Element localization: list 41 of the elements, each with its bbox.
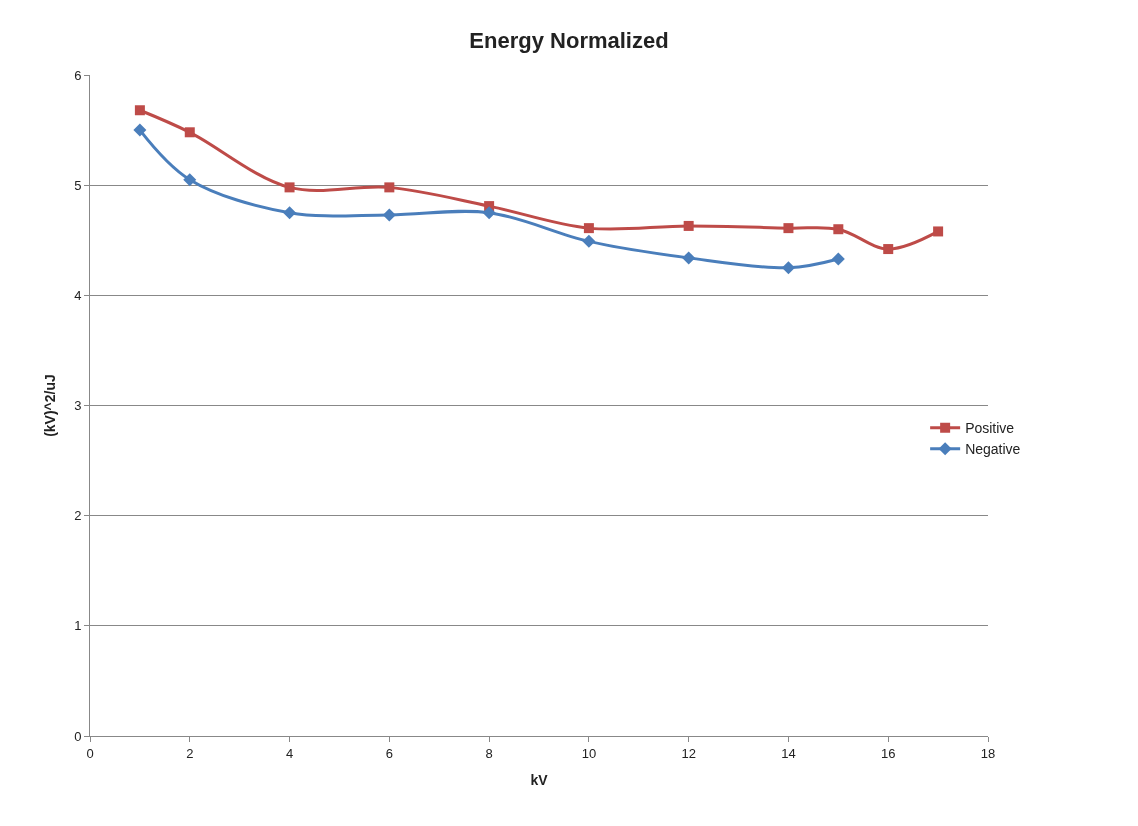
x-tick-label: 12 bbox=[681, 745, 696, 761]
point bbox=[831, 252, 845, 266]
y-tick-label: 0 bbox=[74, 728, 82, 744]
point bbox=[283, 206, 297, 220]
point bbox=[583, 223, 594, 234]
x-tick-label: 2 bbox=[186, 745, 194, 761]
chart-title: Energy Normalized bbox=[469, 28, 669, 54]
point bbox=[284, 182, 295, 193]
x-tick-label: 0 bbox=[86, 745, 94, 761]
x-tick-label: 6 bbox=[385, 745, 393, 761]
y-tick-label: 6 bbox=[74, 67, 82, 83]
y-tick-label: 1 bbox=[74, 618, 82, 634]
point bbox=[183, 173, 197, 187]
point bbox=[783, 223, 794, 234]
point bbox=[133, 123, 147, 137]
point bbox=[482, 206, 496, 220]
point bbox=[384, 182, 395, 193]
point bbox=[582, 234, 596, 248]
y-tick-label: 3 bbox=[74, 398, 82, 414]
point bbox=[134, 105, 145, 116]
point bbox=[382, 208, 396, 222]
x-tick-label: 10 bbox=[581, 745, 597, 761]
point bbox=[682, 251, 696, 265]
point bbox=[883, 244, 894, 255]
legend-label: Positive bbox=[965, 420, 1015, 437]
y-tick-label: 2 bbox=[74, 508, 82, 524]
point bbox=[933, 226, 944, 237]
y-tick-label: 4 bbox=[74, 287, 82, 303]
point bbox=[683, 220, 694, 231]
x-tick-label: 8 bbox=[485, 745, 493, 761]
point bbox=[184, 127, 195, 138]
legend-label: Negative bbox=[965, 441, 1021, 458]
x-tick-label: 16 bbox=[880, 745, 896, 761]
point bbox=[781, 261, 795, 275]
x-tick-label: 4 bbox=[285, 745, 294, 761]
x-axis-title: kV bbox=[530, 771, 549, 788]
x-tick-label: 18 bbox=[980, 745, 996, 761]
x-tick-label: 14 bbox=[781, 745, 796, 761]
y-axis-title: (kV)^2/uJ bbox=[41, 374, 58, 437]
point bbox=[833, 224, 844, 235]
y-tick-label: 5 bbox=[74, 177, 82, 193]
